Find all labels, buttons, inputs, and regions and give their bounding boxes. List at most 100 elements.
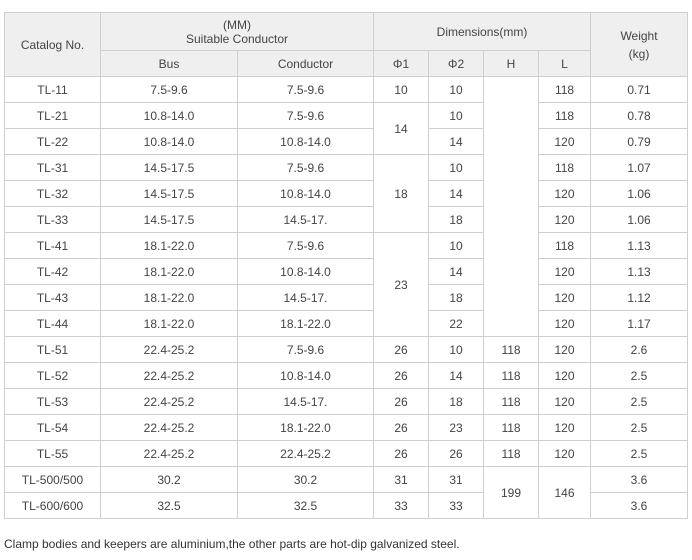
cell-catalog: TL-21 xyxy=(4,102,101,129)
cell-conductor: 14.5-17. xyxy=(236,284,375,311)
cell-phi2: 26 xyxy=(428,440,485,467)
header-h: H xyxy=(483,50,540,77)
cell-h xyxy=(483,76,540,337)
cell-l: 120 xyxy=(538,206,592,233)
header-weight: Weight (kg) xyxy=(590,12,689,77)
cell-catalog: TL-53 xyxy=(4,388,101,415)
header-weight-label: Weight xyxy=(620,28,658,43)
cell-phi1: 31 xyxy=(373,466,430,493)
cell-phi2: 10 xyxy=(428,336,485,363)
cell-weight: 1.13 xyxy=(590,232,689,259)
cell-bus: 7.5-9.6 xyxy=(100,76,238,103)
cell-catalog: TL-52 xyxy=(4,362,101,389)
header-bus: Bus xyxy=(100,50,238,77)
cell-l: 118 xyxy=(538,154,592,181)
cell-phi2: 14 xyxy=(428,362,485,389)
table-row: TL-43 18.1-22.0 14.5-17. 18 120 1.12 xyxy=(4,284,689,311)
cell-weight: 1.06 xyxy=(590,206,689,233)
cell-bus: 14.5-17.5 xyxy=(100,180,238,207)
cell-conductor: 18.1-22.0 xyxy=(236,414,375,441)
cell-l: 118 xyxy=(538,76,592,103)
cell-l: 120 xyxy=(538,440,592,467)
cell-phi1: 26 xyxy=(373,414,430,441)
cell-bus: 18.1-22.0 xyxy=(100,232,238,259)
cell-h: 118 xyxy=(483,362,540,389)
cell-weight: 0.79 xyxy=(590,128,689,155)
cell-conductor: 10.8-14.0 xyxy=(236,258,375,285)
cell-phi1: 33 xyxy=(373,492,430,519)
table-row: TL-500/500 30.2 30.2 31 31 199 146 3.6 xyxy=(4,466,689,519)
cell-conductor: 10.8-14.0 xyxy=(236,362,375,389)
cell-phi2: 22 xyxy=(428,310,485,337)
cell-conductor: 7.5-9.6 xyxy=(236,154,375,181)
cell-weight: 2.6 xyxy=(590,336,689,363)
cell-weight: 3.6 xyxy=(590,466,689,493)
cell-phi2: 18 xyxy=(428,388,485,415)
cell-bus: 22.4-25.2 xyxy=(100,362,238,389)
cell-conductor: 14.5-17. xyxy=(236,206,375,233)
cell-h: 118 xyxy=(483,336,540,363)
cell-l: 120 xyxy=(538,414,592,441)
cell-conductor: 7.5-9.6 xyxy=(236,76,375,103)
cell-bus: 18.1-22.0 xyxy=(100,284,238,311)
table-row: TL-52 22.4-25.2 10.8-14.0 26 14 118 120 2.5 xyxy=(4,362,689,389)
cell-phi2: 10 xyxy=(428,154,485,181)
cell-l: 118 xyxy=(538,232,592,259)
table-row: TL-21 10.8-14.0 7.5-9.6 14 10 118 0.78 xyxy=(4,102,689,155)
cell-phi2: 33 xyxy=(428,492,485,519)
cell-phi2: 14 xyxy=(428,258,485,285)
table-row: TL-600/600 32.5 32.5 33 33 3.6 xyxy=(4,492,689,519)
cell-h: 118 xyxy=(483,388,540,415)
header-conductor: Conductor xyxy=(236,50,375,77)
footnote: Clamp bodies and keepers are aluminium,t… xyxy=(4,537,460,551)
cell-l: 118 xyxy=(538,102,592,129)
cell-catalog: TL-51 xyxy=(4,336,101,363)
cell-weight: 1.12 xyxy=(590,284,689,311)
cell-phi2: 23 xyxy=(428,414,485,441)
cell-phi1: 26 xyxy=(373,362,430,389)
cell-l: 120 xyxy=(538,180,592,207)
cell-conductor: 7.5-9.6 xyxy=(236,336,375,363)
cell-catalog: TL-33 xyxy=(4,206,101,233)
cell-bus: 10.8-14.0 xyxy=(100,128,238,155)
cell-catalog: TL-22 xyxy=(4,128,101,155)
cell-weight: 1.06 xyxy=(590,180,689,207)
cell-phi2: 18 xyxy=(428,206,485,233)
table-row: TL-11 7.5-9.6 7.5-9.6 10 10 118 0.71 xyxy=(4,76,689,337)
cell-catalog: TL-44 xyxy=(4,310,101,337)
cell-conductor: 30.2 xyxy=(236,466,375,493)
cell-phi1: 18 xyxy=(373,154,430,233)
cell-catalog: TL-500/500 xyxy=(4,466,101,493)
table-row: TL-44 18.1-22.0 18.1-22.0 22 120 1.17 xyxy=(4,310,689,337)
cell-conductor: 10.8-14.0 xyxy=(236,128,375,155)
table-row: TL-22 10.8-14.0 10.8-14.0 14 120 0.79 xyxy=(4,128,689,155)
cell-catalog: TL-11 xyxy=(4,76,101,103)
header-phi1: Φ1 xyxy=(373,50,430,77)
cell-phi1: 14 xyxy=(373,102,430,155)
cell-h: 199 xyxy=(483,466,540,519)
cell-phi1: 26 xyxy=(373,336,430,363)
cell-l: 120 xyxy=(538,362,592,389)
cell-conductor: 10.8-14.0 xyxy=(236,180,375,207)
cell-bus: 14.5-17.5 xyxy=(100,206,238,233)
cell-bus: 22.4-25.2 xyxy=(100,388,238,415)
cell-weight: 2.5 xyxy=(590,362,689,389)
cell-phi2: 31 xyxy=(428,466,485,493)
cell-catalog: TL-32 xyxy=(4,180,101,207)
cell-conductor: 7.5-9.6 xyxy=(236,232,375,259)
table-row: TL-53 22.4-25.2 14.5-17. 26 18 118 120 2.5 xyxy=(4,388,689,415)
cell-catalog: TL-55 xyxy=(4,440,101,467)
cell-phi1: 26 xyxy=(373,440,430,467)
cell-conductor: 7.5-9.6 xyxy=(236,102,375,129)
cell-phi1: 26 xyxy=(373,388,430,415)
cell-phi2: 10 xyxy=(428,232,485,259)
spec-table: Catalog No. (MM) Suitable Conductor Dimen… xyxy=(4,12,689,519)
header-dimensions: Dimensions(mm) xyxy=(373,12,592,51)
cell-phi2: 10 xyxy=(428,76,485,103)
cell-l: 120 xyxy=(538,284,592,311)
cell-weight: 2.5 xyxy=(590,414,689,441)
table-row: TL-31 14.5-17.5 7.5-9.6 18 10 118 1.07 xyxy=(4,154,689,233)
cell-h: 118 xyxy=(483,440,540,467)
cell-bus: 14.5-17.5 xyxy=(100,154,238,181)
cell-catalog: TL-54 xyxy=(4,414,101,441)
